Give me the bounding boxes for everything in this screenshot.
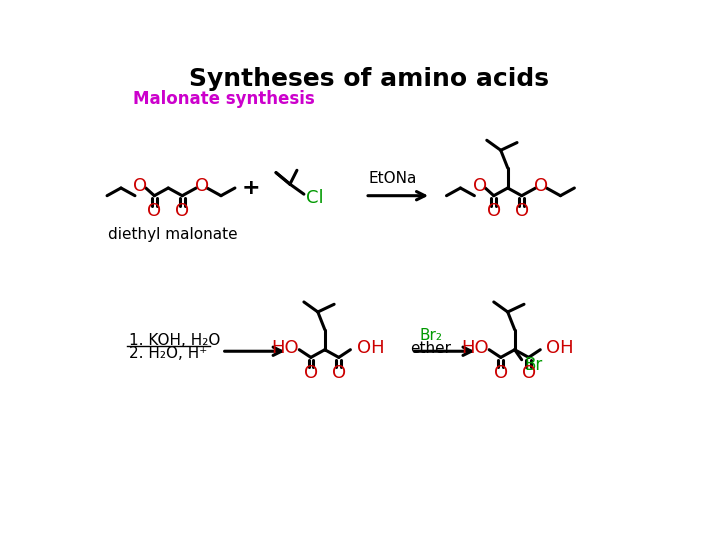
- Text: 2. H₂O, H⁺: 2. H₂O, H⁺: [129, 346, 207, 361]
- Text: Br₂: Br₂: [420, 328, 443, 343]
- Text: EtONa: EtONa: [368, 171, 416, 186]
- Text: diethyl malonate: diethyl malonate: [108, 227, 238, 242]
- Text: O: O: [521, 364, 536, 382]
- Text: O: O: [494, 364, 508, 382]
- Text: OH: OH: [356, 339, 384, 357]
- Text: O: O: [148, 202, 161, 220]
- Text: OH: OH: [546, 339, 574, 357]
- Text: O: O: [473, 178, 487, 195]
- Text: Malonate synthesis: Malonate synthesis: [132, 90, 315, 109]
- Text: Cl: Cl: [306, 189, 323, 207]
- Text: 1. KOH, H₂O: 1. KOH, H₂O: [129, 333, 220, 348]
- Text: O: O: [304, 364, 318, 382]
- Text: O: O: [175, 202, 189, 220]
- Text: +: +: [242, 178, 261, 198]
- Text: O: O: [133, 178, 148, 195]
- Text: HO: HO: [271, 339, 300, 357]
- Text: O: O: [194, 178, 209, 195]
- Text: Br: Br: [524, 356, 542, 374]
- Text: O: O: [487, 202, 501, 220]
- Text: O: O: [534, 178, 548, 195]
- Text: ether: ether: [410, 341, 451, 356]
- Text: Syntheses of amino acids: Syntheses of amino acids: [189, 66, 549, 91]
- Text: O: O: [332, 364, 346, 382]
- Text: HO: HO: [462, 339, 489, 357]
- Text: O: O: [515, 202, 528, 220]
